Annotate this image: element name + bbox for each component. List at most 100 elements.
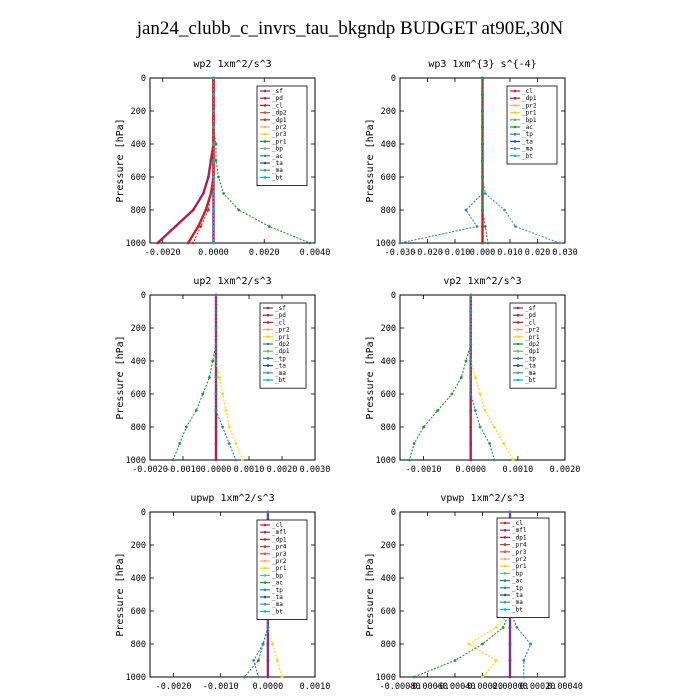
legend-marker bbox=[513, 132, 517, 136]
y-tick-label: 1000 bbox=[126, 673, 146, 683]
series-point bbox=[237, 208, 241, 212]
legend-marker bbox=[263, 588, 267, 592]
legend-marker bbox=[263, 161, 267, 165]
legend-entry: _cl bbox=[272, 522, 283, 529]
plot-title: vp2 1xm^2/s^3 bbox=[443, 276, 521, 287]
plot-title: vpwp 1xm^2/s^3 bbox=[440, 493, 524, 504]
series-point bbox=[529, 642, 532, 646]
legend-box bbox=[509, 302, 557, 389]
x-tick-label: 0.0000 bbox=[198, 248, 229, 258]
series-point bbox=[478, 392, 482, 396]
legend-marker bbox=[516, 349, 520, 353]
legend-entry: _bt bbox=[525, 377, 536, 384]
series-point bbox=[212, 175, 215, 179]
legend-marker bbox=[513, 104, 517, 107]
page-title: jan24_clubb_c_invrs_tau_bkgndp BUDGET at… bbox=[136, 18, 564, 39]
legend-entry: _ma bbox=[525, 370, 536, 377]
series-point bbox=[214, 425, 218, 429]
x-tick-label: -0.0010 bbox=[203, 682, 239, 692]
series-point bbox=[191, 208, 195, 212]
legend-entry: _dp1 bbox=[522, 95, 537, 102]
legend-entry: _bt bbox=[272, 174, 283, 181]
series-point bbox=[266, 675, 270, 679]
legend-entry: _bp1 bbox=[522, 117, 537, 124]
series-point bbox=[156, 241, 160, 245]
legend-marker bbox=[266, 357, 270, 360]
legend-entry: _tp bbox=[525, 355, 536, 362]
series-point bbox=[267, 225, 271, 228]
x-tick-label: 0.0020 bbox=[249, 248, 280, 258]
series-point bbox=[492, 425, 496, 429]
series-point bbox=[514, 225, 517, 228]
legend-marker bbox=[263, 566, 267, 570]
legend-entry: _ma bbox=[272, 167, 283, 174]
y-axis-title: Pressure [hPa] bbox=[115, 552, 126, 636]
legend-marker bbox=[263, 176, 267, 179]
legend-entry: _ta bbox=[512, 592, 523, 599]
legend-entry: _ac bbox=[272, 580, 283, 587]
series-point bbox=[221, 425, 225, 429]
legend-entry: _ma bbox=[522, 146, 533, 153]
y-tick-label: 1000 bbox=[376, 456, 396, 466]
y-tick-label: 800 bbox=[381, 206, 396, 216]
series-point bbox=[483, 225, 487, 228]
legend-entry: _ta bbox=[272, 160, 283, 167]
y-tick-label: 800 bbox=[131, 640, 146, 650]
legend-entry: _pr1 bbox=[522, 110, 537, 117]
series-point bbox=[494, 626, 498, 629]
legend-entry: _ac bbox=[522, 124, 533, 131]
legend-entry: _pd bbox=[275, 312, 286, 319]
series-point bbox=[212, 126, 215, 129]
y-tick-label: 1000 bbox=[376, 239, 396, 249]
series-point bbox=[481, 159, 484, 162]
legend-entry: _pr4 bbox=[272, 544, 287, 551]
x-tick-label: -0.0020 bbox=[156, 682, 192, 692]
y-axis-title: Pressure [hPa] bbox=[365, 552, 376, 636]
legend-marker bbox=[503, 543, 507, 546]
y-tick-label: 200 bbox=[381, 541, 396, 551]
legend-entry: _ta bbox=[522, 138, 533, 145]
legend-marker bbox=[266, 321, 270, 324]
series-point bbox=[450, 392, 454, 396]
legend-marker bbox=[263, 581, 267, 584]
legend-entry: _pr3 bbox=[272, 551, 287, 558]
series-point bbox=[398, 241, 402, 245]
series-point bbox=[422, 425, 425, 429]
legend-entry: _pr1 bbox=[272, 565, 287, 572]
x-tick-label: 0.0010 bbox=[502, 465, 533, 475]
plot-title: upwp 1xm^2/s^3 bbox=[190, 493, 274, 504]
legend-marker bbox=[503, 586, 507, 590]
y-tick-label: 400 bbox=[131, 574, 146, 584]
series-point bbox=[464, 359, 468, 363]
legend-marker bbox=[513, 111, 517, 114]
legend-marker bbox=[266, 335, 270, 339]
series-point bbox=[242, 675, 246, 679]
legend-marker bbox=[503, 550, 507, 554]
series-point bbox=[214, 376, 218, 379]
y-tick-label: 0 bbox=[391, 291, 396, 301]
series-point bbox=[469, 458, 473, 462]
series-point bbox=[494, 659, 498, 662]
series-point bbox=[481, 192, 484, 195]
series-point bbox=[212, 241, 215, 245]
legend-entry: _tp bbox=[272, 587, 283, 594]
legend-marker bbox=[503, 572, 507, 575]
legend-entry: _dp2 bbox=[525, 341, 540, 348]
legend-entry: _pr3 bbox=[272, 131, 287, 138]
series-point bbox=[234, 442, 238, 445]
legend-entry: _mfl bbox=[512, 527, 527, 534]
legend-entry: _sf bbox=[525, 305, 536, 312]
y-tick-label: 600 bbox=[381, 173, 396, 183]
y-tick-label: 0 bbox=[141, 508, 146, 518]
legend-marker bbox=[263, 132, 267, 136]
legend-marker bbox=[503, 608, 507, 611]
legend-marker bbox=[266, 364, 270, 367]
legend-entry: _pr1 bbox=[275, 334, 290, 341]
legend-marker bbox=[513, 89, 517, 93]
legend-marker bbox=[263, 559, 267, 563]
y-tick-label: 400 bbox=[381, 357, 396, 367]
plot-title: wp3 1xm^{3} s^{-4} bbox=[428, 59, 536, 70]
series-point bbox=[280, 675, 284, 679]
x-tick-label: 0.0000 bbox=[201, 465, 232, 475]
legend-entry: _bp bbox=[272, 146, 283, 153]
